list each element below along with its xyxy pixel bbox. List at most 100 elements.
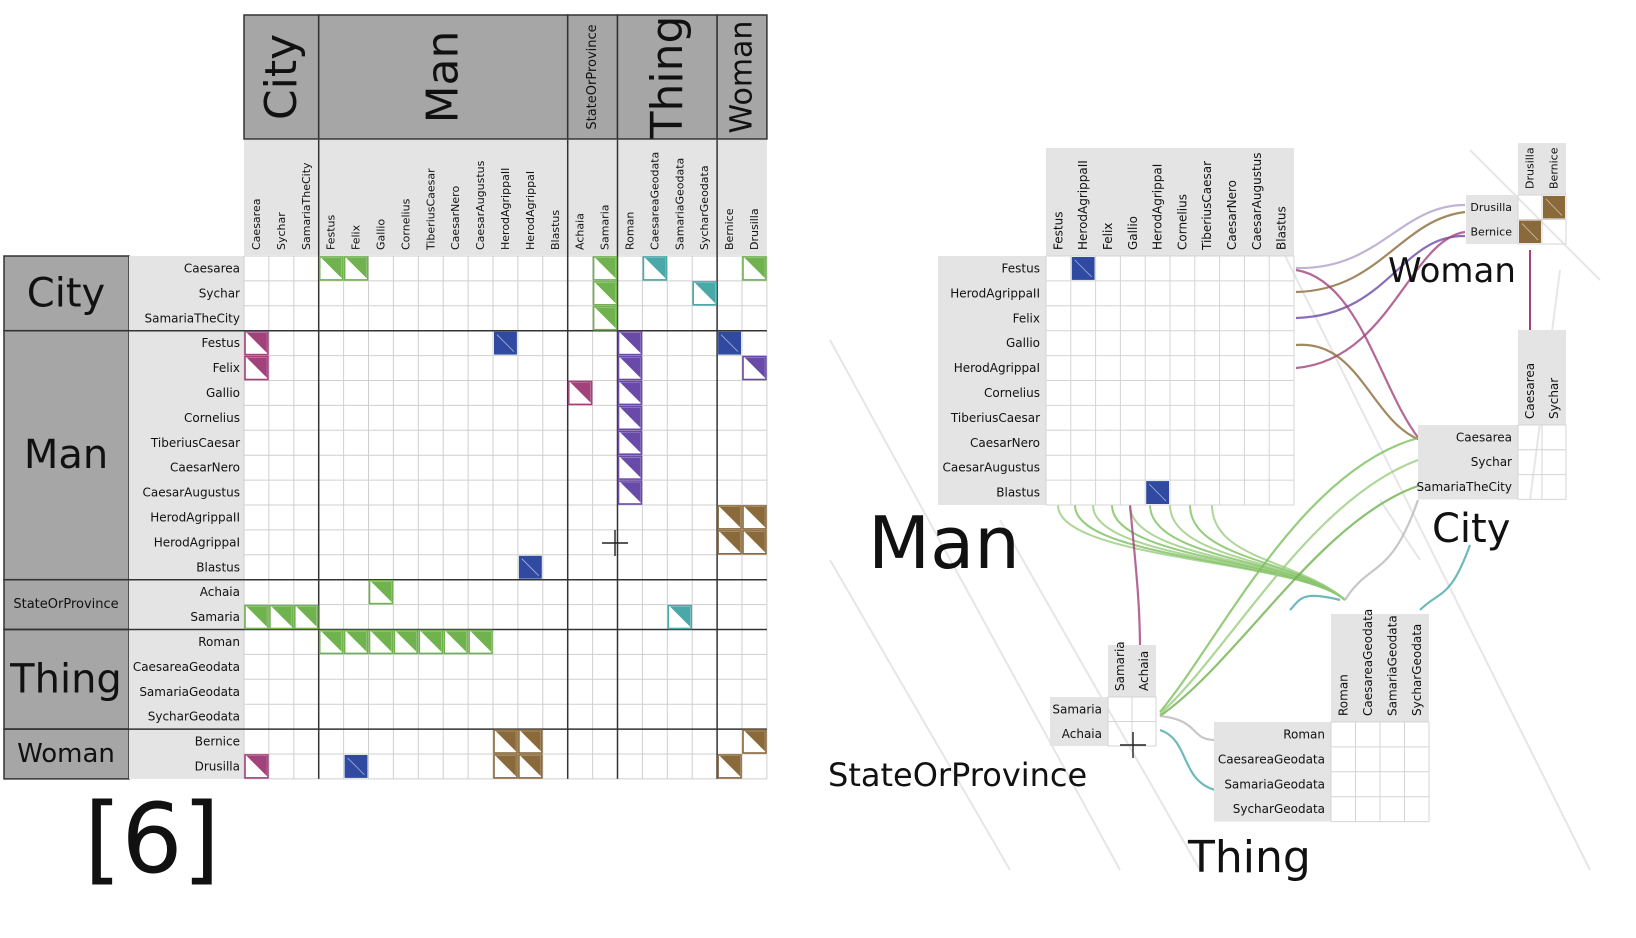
- matrix-cell: [742, 505, 767, 530]
- woman-block-row-strip: [1466, 195, 1518, 244]
- thing-block-row-label: Roman: [1283, 727, 1325, 741]
- thing-block-col-label: Roman: [1336, 674, 1350, 716]
- matrix-cell: [244, 754, 269, 779]
- man-block-col-label: TiberiusCaesar: [1200, 161, 1214, 251]
- matrix-cell-diag: [345, 631, 367, 653]
- row-group-label-man: Man: [24, 432, 108, 478]
- row-group-header-thing: [3, 628, 130, 730]
- row-label: CaesarAugustus: [142, 486, 240, 500]
- row-label: TiberiusCaesar: [150, 436, 240, 450]
- matrix-cell: [468, 629, 493, 655]
- col-label: Drusilla: [748, 208, 761, 250]
- matrix-cell: [617, 430, 643, 455]
- man-block-col-label: Gallio: [1126, 216, 1140, 250]
- matrix-cell: [1071, 257, 1095, 280]
- matrix-cell-diag: [519, 755, 542, 778]
- matrix-cell: [617, 480, 643, 505]
- matrix-cell-diag: [494, 730, 517, 753]
- matrix-cell: [717, 754, 742, 779]
- matrix-cell: [1543, 196, 1565, 219]
- col-group-label-woman: Woman: [725, 21, 760, 134]
- col-label: SamariaTheCity: [300, 162, 313, 250]
- col-group-label-stateorprovince: StateOrProvince: [585, 24, 600, 129]
- crosshair-cursor-icon: [602, 530, 628, 556]
- man-block-row-label: Festus: [1002, 261, 1040, 275]
- reference-label: [6]: [84, 783, 220, 895]
- man-block-row-label: HerodAgrippaI: [954, 361, 1040, 375]
- matrix-cell: [518, 555, 542, 579]
- background-guide-line: [999, 519, 1201, 871]
- matrix-cell: [368, 579, 394, 605]
- row-label: Cornelius: [184, 411, 240, 425]
- city-block-col-label: Sychar: [1547, 378, 1561, 419]
- matrix-cell-diag: [395, 631, 417, 653]
- matrix-cell: [318, 629, 344, 655]
- col-group-label-man: Man: [418, 31, 469, 124]
- matrix-cell-diag: [370, 581, 392, 603]
- man-block-col-label: Cornelius: [1175, 194, 1189, 250]
- matrix-cell: [592, 256, 618, 281]
- woman-block-col-label: Bernice: [1548, 147, 1561, 189]
- col-group-header-stateorprovince: [566, 14, 619, 140]
- col-label: Samaria: [599, 205, 612, 251]
- matrix-cell: [718, 331, 741, 355]
- matrix-cell: [617, 405, 643, 431]
- matrix-cell-diag: [619, 456, 641, 479]
- city-block: Caesarea Sychar Caesarea Sychar SamariaTheCi…: [1417, 330, 1567, 500]
- edge-curve: [1295, 343, 1421, 442]
- edge-curve: [1159, 728, 1216, 792]
- background-guide-line: [1379, 499, 1421, 561]
- matrix-cell: [443, 629, 468, 655]
- man-block-row-label: HerodAgrippaII: [950, 286, 1040, 300]
- row-label: CaesareaGeodata: [133, 660, 240, 674]
- col-label: CaesareaGeodata: [648, 152, 661, 250]
- man-block-col-strip: [1046, 148, 1294, 256]
- matrix-cell-diag: [569, 382, 591, 404]
- thing-block-row-strip: [1214, 722, 1331, 822]
- matrix-cell-diag: [619, 332, 641, 354]
- edge-curve: [1295, 230, 1466, 370]
- row-group-header-stateorprovince: [3, 578, 130, 631]
- matrix-cell-diag: [1521, 223, 1539, 241]
- matrix-cell: [592, 281, 618, 306]
- man-block-col-label: HerodAgrippaII: [1076, 160, 1090, 250]
- col-label: Bernice: [723, 208, 736, 250]
- matrix-cell: [244, 330, 269, 356]
- man-block-col-label: CaesarNero: [1225, 180, 1239, 250]
- matrix-cell-diag: [295, 606, 318, 628]
- matrix-cell-diag: [320, 631, 342, 653]
- man-block-row-label: Blastus: [996, 486, 1040, 500]
- matrix-cell: [617, 455, 643, 480]
- col-label: HerodAgrippaI: [524, 171, 537, 250]
- state-block-row-label: Achaia: [1062, 727, 1102, 741]
- matrix-cell-diag: [743, 357, 766, 379]
- row-group-label-city: City: [27, 270, 105, 316]
- matrix-cell: [667, 604, 692, 630]
- thing-block-col-label: SamariaGeodata: [1385, 615, 1399, 716]
- thing-block: Roman CaesareaGeodata SamariaGeodata Sychar…: [1214, 609, 1430, 823]
- matrix-cell-diag: [347, 757, 365, 776]
- edge-curve: [1295, 203, 1466, 270]
- state-block-title: StateOrProvince: [828, 756, 1087, 794]
- man-block-col-label: Festus: [1051, 212, 1065, 250]
- matrix-cell: [742, 256, 767, 281]
- col-label: Roman: [623, 212, 636, 250]
- matrix-cell: [692, 281, 717, 306]
- city-block-row-label: SamariaTheCity: [1417, 480, 1512, 494]
- matrix-cell: [518, 729, 543, 754]
- col-label: Caesarea: [250, 199, 263, 250]
- matrix-cell-diag: [494, 755, 517, 778]
- matrix-cell: [592, 305, 618, 331]
- background-guide-line: [829, 559, 1011, 871]
- woman-block-row-label: Bernice: [1471, 225, 1513, 238]
- woman-block-col-label: Drusilla: [1524, 147, 1537, 189]
- matrix-cell: [493, 729, 518, 754]
- matrix-cell-diag: [594, 307, 616, 330]
- col-label: HerodAgrippaII: [499, 168, 512, 250]
- matrix-cell-diag: [245, 332, 268, 354]
- state-block-row-strip: [1050, 697, 1108, 746]
- row-label: Festus: [202, 336, 240, 350]
- man-block-row-label: Cornelius: [984, 386, 1040, 400]
- man-block: Festus HerodAgrippaII Felix Gallio HerodAgri…: [938, 148, 1295, 506]
- state-block-col-strip: [1108, 645, 1156, 697]
